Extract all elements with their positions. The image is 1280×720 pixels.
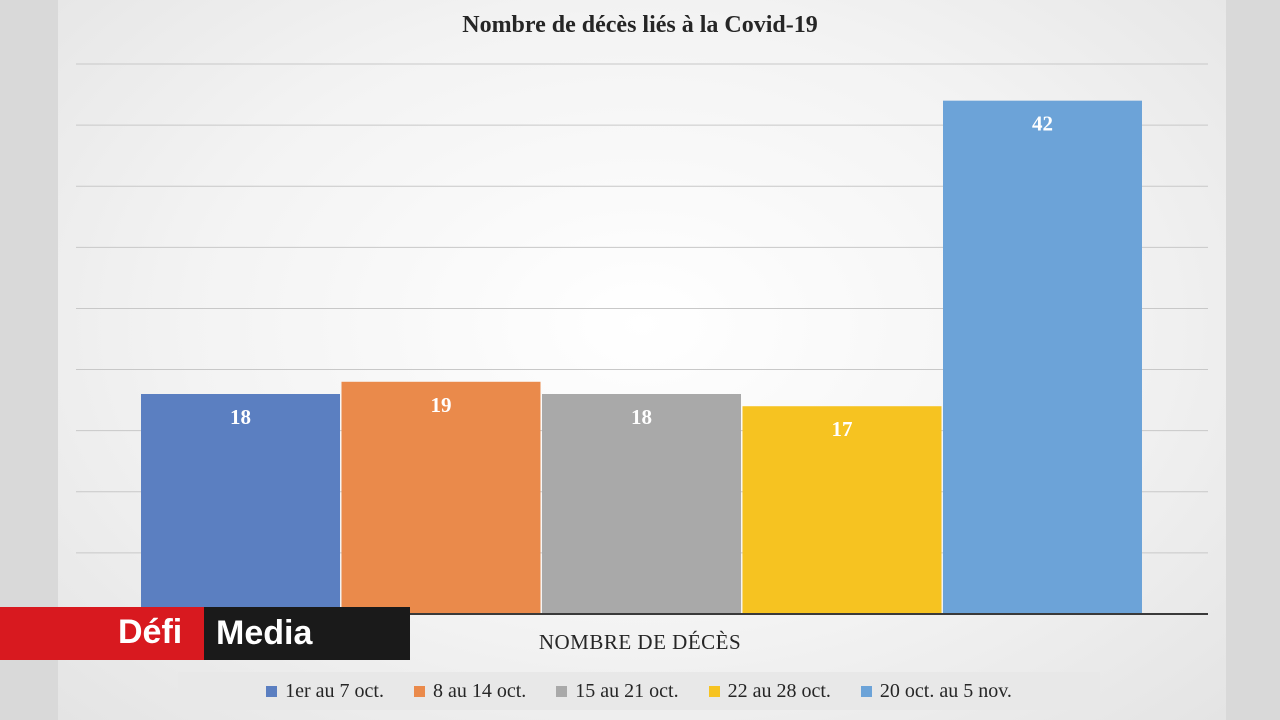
legend-label: 15 au 21 oct. (575, 679, 679, 702)
defi-media-logo: Défi Media (0, 607, 410, 660)
bar-1 (141, 394, 340, 614)
legend-item-3: 15 au 21 oct. (556, 679, 679, 703)
logo-media-text: Media (216, 614, 313, 652)
bar-value-label-1: 18 (230, 405, 251, 429)
legend-swatch (708, 685, 720, 697)
chart-title: Nombre de décès liés à la Covid-19 (462, 12, 818, 38)
bar-4 (742, 406, 942, 614)
logo-defi-text: Défi (118, 613, 183, 651)
bar-value-label-5: 42 (1032, 112, 1053, 136)
legend-swatch (266, 685, 278, 697)
bar-value-label-4: 17 (832, 417, 853, 441)
legend-item-4: 22 au 28 oct. (708, 679, 831, 703)
legend-item-2: 8 au 14 oct. (413, 679, 527, 703)
bar-value-label-3: 18 (631, 405, 652, 429)
legend-item-1: 1er au 7 oct. (266, 680, 384, 703)
legend: 1er au 7 oct. 8 au 14 oct. 15 au 21 oct. 22… (178, 672, 1100, 710)
bar-value-label-2: 19 (431, 393, 452, 417)
legend-swatch (413, 685, 425, 697)
legend-label: 8 au 14 oct. (432, 679, 527, 702)
bar-5 (943, 100, 1142, 614)
x-axis-label: NOMBRE DE DÉCÈS (538, 630, 742, 654)
legend-swatch (556, 685, 568, 697)
legend-label: 20 oct. au 5 nov. (879, 679, 1012, 702)
bar-2 (341, 381, 541, 614)
legend-item-5: 20 oct. au 5 nov. (860, 679, 1012, 703)
legend-label: 1er au 7 oct. (285, 679, 384, 702)
legend-swatch (860, 685, 872, 697)
legend-label: 22 au 28 oct. (727, 679, 831, 702)
logo-media-box: Media (204, 607, 410, 660)
bar-3 (542, 394, 741, 614)
